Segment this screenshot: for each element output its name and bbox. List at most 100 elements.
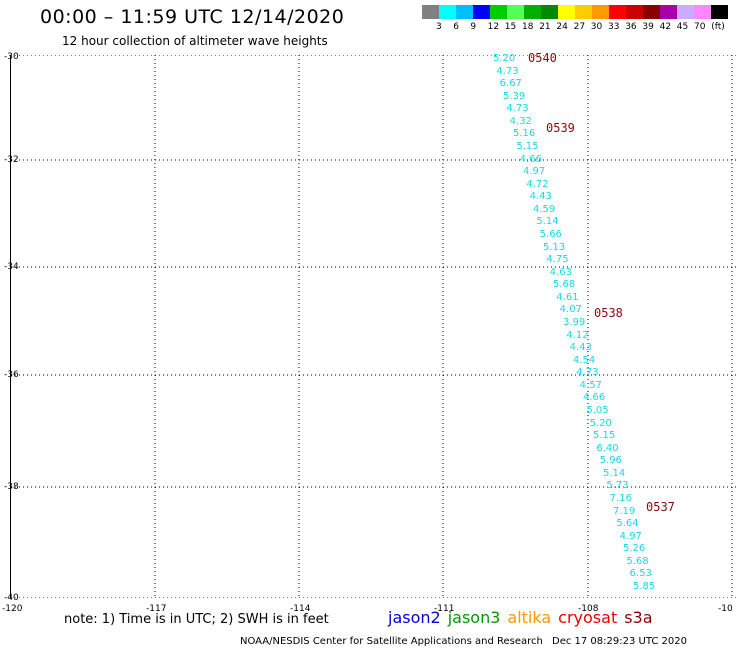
wave-height-label: 5.14 — [536, 216, 559, 228]
wave-height-label: 5.13 — [543, 241, 566, 253]
wave-height-label: 4.43 — [529, 191, 552, 203]
legend-swatch — [660, 5, 677, 19]
latitude-tick-label: -30 — [4, 52, 19, 62]
wave-height-label: 5.14 — [603, 467, 626, 479]
legend-label: 15 — [504, 22, 517, 32]
longitude-tick-label: -117 — [146, 604, 167, 614]
wave-height-label: 5.68 — [553, 279, 576, 291]
page-title: 00:00 – 11:59 UTC 12/14/2020 — [40, 6, 345, 28]
wave-height-label: 4.07 — [559, 304, 582, 316]
satellite-label-jason2: jason2 — [388, 608, 441, 627]
longitude-tick-label: -108 — [578, 604, 599, 614]
wave-height-label: 4.97 — [523, 166, 546, 178]
latitude-tick-label: -38 — [4, 482, 19, 492]
wave-height-label: 4.61 — [556, 291, 579, 303]
wave-height-label: 4.75 — [546, 254, 569, 266]
legend-label: 6 — [453, 22, 459, 32]
wave-height-label: 5.20 — [493, 53, 516, 64]
wave-height-label: 5.39 — [503, 90, 526, 102]
page-subtitle: 12 hour collection of altimeter wave hei… — [62, 34, 328, 48]
wave-height-label: 4.97 — [619, 530, 642, 542]
legend-label: 36 — [625, 22, 637, 32]
wave-height-label: 6.40 — [596, 442, 619, 454]
wave-height-label: 4.12 — [566, 329, 589, 341]
map-plot-area — [10, 55, 737, 598]
wave-height-label: 7.19 — [613, 505, 636, 517]
legend-swatch — [694, 5, 711, 19]
wave-height-label: 5.15 — [593, 430, 616, 442]
legend-swatch — [643, 5, 660, 19]
legend-label: 9 — [470, 22, 477, 32]
latitude-tick-label: -32 — [4, 155, 19, 165]
wave-height-label: 4.73 — [506, 103, 529, 115]
legend-label: 21 — [539, 22, 551, 32]
latitude-tick-label: -34 — [4, 262, 19, 272]
satellite-label-jason3: jason3 — [447, 608, 501, 627]
legend-swatch — [609, 5, 626, 19]
wave-height-label: 5.66 — [539, 229, 562, 240]
wave-height-label: 4.32 — [509, 115, 532, 127]
wave-height-label: 4.59 — [533, 203, 556, 215]
legend-swatch — [439, 5, 456, 19]
satellite-label-altika: altika — [507, 608, 552, 627]
legend-swatch — [592, 5, 609, 19]
pass-time-label: 0540 — [528, 51, 557, 65]
wave-height-label: 6.67 — [499, 78, 522, 90]
wave-height-label: 3.99 — [563, 317, 586, 328]
legend-label: 30 — [590, 22, 603, 32]
generated-timestamp: Dec 17 08:29:23 UTC 2020 — [552, 636, 687, 647]
legend-swatch — [473, 5, 490, 19]
latitude-tick-label: -40 — [4, 593, 19, 603]
wave-height-label: 4.66 — [583, 392, 606, 404]
satellite-legend: jason2 jason3 altika cryosat s3a — [388, 608, 660, 627]
legend-swatch — [711, 5, 728, 19]
legend-label: 27 — [573, 22, 586, 32]
longitude-tick-label: -114 — [290, 604, 311, 614]
footer-note: note: 1) Time is in UTC; 2) SWH is in fe… — [64, 612, 329, 627]
longitude-tick-label: -111 — [434, 604, 455, 614]
longitude-tick-label: -120 — [2, 604, 23, 614]
legend-swatch — [490, 5, 507, 19]
wave-height-label: 5.96 — [599, 455, 622, 467]
legend-label: 39 — [642, 22, 654, 32]
legend-swatch — [626, 5, 643, 19]
legend-swatch — [456, 5, 473, 19]
wave-height-label: 7.16 — [609, 493, 632, 504]
wave-height-label: 5.05 — [586, 405, 609, 416]
pass-time-label: 0537 — [646, 500, 675, 514]
legend-label: 18 — [522, 22, 534, 32]
satellite-label-cryosat: cryosat — [558, 608, 618, 627]
latitude-tick-label: -36 — [4, 370, 19, 380]
wave-height-label: 4.66 — [519, 153, 542, 165]
wave-height-label: 5.64 — [616, 518, 639, 530]
wave-height-label: 4.73 — [576, 367, 599, 379]
wave-height-label: 5.20 — [589, 417, 612, 429]
pass-time-label: 0538 — [594, 306, 623, 320]
legend-label: 3 — [436, 22, 442, 32]
legend-swatch — [558, 5, 575, 19]
legend-label: 33 — [608, 22, 620, 32]
legend-swatch — [422, 5, 439, 19]
wave-height-label: 4.63 — [549, 266, 572, 278]
wave-height-label: 5.15 — [516, 141, 539, 152]
legend-swatch — [507, 5, 524, 19]
legend-swatch — [541, 5, 558, 19]
legend-label: 42 — [659, 22, 672, 32]
pass-time-label: 0539 — [546, 121, 575, 135]
legend-label: (ft) — [711, 22, 725, 32]
longitude-tick-label: -10 — [718, 604, 733, 614]
legend-label: 24 — [556, 22, 568, 32]
legend-swatch — [575, 5, 592, 19]
credit-text: NOAA/NESDIS Center for Satellite Applica… — [240, 636, 543, 647]
wave-height-label: 6.53 — [629, 568, 652, 580]
wave-height-label: 4.73 — [496, 65, 519, 77]
wave-height-label: 5.85 — [633, 581, 656, 592]
wave-height-label: 4.72 — [526, 178, 549, 190]
satellite-label-s3a: s3a — [624, 608, 653, 627]
wave-height-label: 4.54 — [573, 354, 596, 366]
wave-height-label: 5.16 — [513, 128, 536, 140]
wave-height-label: 4.43 — [569, 342, 592, 354]
wave-height-label: 4.57 — [579, 379, 602, 391]
wave-height-label: 5.26 — [623, 543, 646, 555]
map-grid — [11, 55, 737, 598]
